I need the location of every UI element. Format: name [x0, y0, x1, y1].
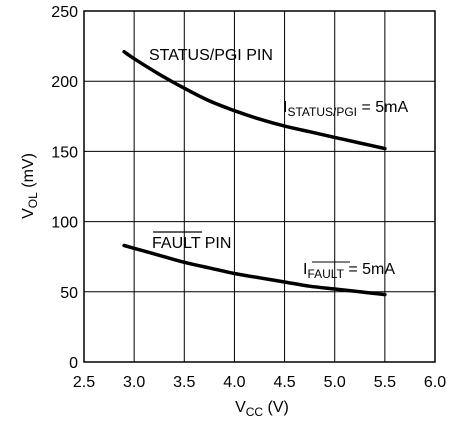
x-tick-label: 3.0: [123, 374, 145, 391]
x-tick-label: 5.0: [324, 374, 346, 391]
fault-current-label: IFAULT = 5mA: [303, 261, 395, 281]
y-tick-label: 250: [51, 4, 78, 21]
x-tick-label: 6.0: [424, 374, 446, 391]
status-pin-label: STATUS/PGI PIN: [149, 47, 273, 64]
x-axis-label: VCC (V): [235, 399, 289, 419]
x-tick-label: 5.5: [374, 374, 396, 391]
series-line-fault: [122, 243, 387, 297]
y-tick-label: 50: [60, 285, 78, 302]
y-tick-label: 200: [51, 74, 78, 91]
plot-frame: [83, 10, 436, 363]
fault-pin-label: FAULT PIN: [152, 235, 231, 252]
y-tick-labels: 0 50 100 150 200 250: [51, 4, 78, 372]
x-tick-label: 3.5: [173, 374, 195, 391]
status-current-label: ISTATUS/PGI = 5mA: [283, 99, 408, 119]
series-line-status-pgi: [122, 49, 387, 151]
y-axis-label: VOL (mV): [20, 153, 40, 219]
x-tick-labels: 2.5 3.0 3.5 4.0 4.5 5.0 5.5 6.0: [73, 374, 446, 391]
x-tick-label: 2.5: [73, 374, 95, 391]
x-tick-label: 4.5: [273, 374, 295, 391]
y-tick-label: 100: [51, 215, 78, 232]
x-tick-label: 4.0: [223, 374, 245, 391]
y-tick-label: 150: [51, 144, 78, 161]
grid: [84, 11, 435, 362]
y-tick-label: 0: [69, 355, 78, 372]
curves: [122, 49, 387, 297]
